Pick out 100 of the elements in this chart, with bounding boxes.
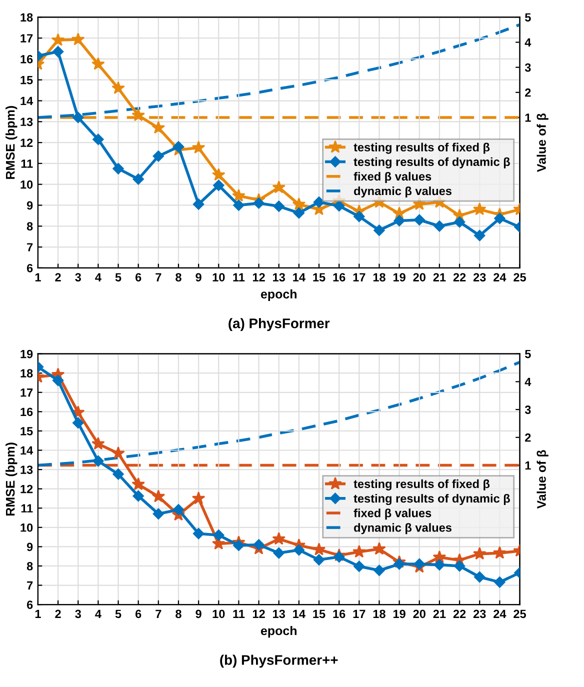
x-tick-label: 11 [233,273,245,282]
y-axis-title: RMSE (bpm) [6,442,18,516]
x-tick-label: 9 [196,610,202,618]
y2-tick-label: 2 [525,88,531,97]
y-tick-label: 8 [26,562,33,570]
legend-label: dynamic β values [354,186,452,198]
y-tick-label: 9 [26,542,33,552]
y2-axis-title: Value of β [536,450,548,509]
y2-tick-label: 4 [524,38,532,47]
x-tick-label: 6 [135,610,142,618]
x-tick-label: 2 [55,610,61,618]
x-tick-label: 12 [252,273,265,282]
y-tick-label: 10 [20,523,33,532]
x-tick-label: 16 [333,273,346,282]
x-tick-label: 17 [353,273,366,282]
x-tick-label: 23 [473,610,486,618]
legend-label: testing results of dynamic β [354,494,510,506]
x-tick-label: 15 [313,273,326,282]
x-tick-label: 22 [453,610,466,618]
x-tick-label: 4 [95,273,102,282]
text: (b) PhysFormer++ [220,654,338,668]
x-axis-title: epoch [260,289,296,302]
x-tick-label: 7 [156,610,162,618]
x-tick-label: 20 [413,610,426,618]
x-tick-label: 2 [55,273,61,282]
x-tick-label: 24 [494,273,506,282]
y-tick-label: 13 [20,118,33,126]
y2-tick-label: 5 [524,350,531,358]
x-tick-label: 1 [35,273,41,282]
x-tick-label: 13 [273,610,285,618]
y2-tick-label: 1 [525,114,531,122]
x-tick-label: 13 [273,273,285,282]
legend-label: fixed β values [354,508,432,520]
y-tick-label: 17 [20,388,33,397]
x-tick-label: 24 [494,610,506,618]
y-tick-label: 13 [20,466,33,474]
y-tick-label: 7 [27,243,33,252]
x-tick-label: 14 [293,610,306,618]
x-tick-label: 9 [196,273,202,282]
y-tick-label: 6 [26,600,33,609]
y-tick-label: 6 [26,264,33,272]
legend-label: testing results of fixed β [354,479,490,490]
x-tick-label: 11 [233,610,245,618]
x-tick-label: 5 [115,610,122,618]
x-tick-label: 3 [75,610,81,618]
x-tick-label: 8 [176,273,182,282]
x-tick-label: 8 [176,610,182,618]
y-tick-label: 12 [20,138,33,147]
y2-tick-label: 3 [524,63,531,72]
x-tick-label: 7 [156,273,162,282]
y-tick-label: 10 [20,180,33,189]
x-tick-label: 14 [293,273,306,282]
y-tick-label: 11 [21,160,33,168]
x-tick-label: 10 [212,610,225,618]
x-tick-label: 25 [514,273,526,282]
y-tick-label: 17 [20,34,33,42]
x-tick-label: 12 [252,610,265,618]
y-axis-title: RMSE (bpm) [6,106,18,179]
x-tick-label: 25 [514,610,526,618]
x-tick-label: 3 [75,273,81,282]
legend-label: testing results of fixed β [354,142,490,154]
x-tick-label: 4 [95,610,102,618]
y-tick-label: 12 [20,484,33,494]
x-tick-label: 18 [373,610,386,618]
x-tick-label: 18 [373,273,386,282]
y2-tick-label: 1 [525,461,531,470]
x-tick-label: 21 [433,610,446,618]
y-tick-label: 15 [20,76,33,84]
x-tick-label: 17 [353,610,366,618]
x-tick-label: 5 [115,273,122,282]
y-tick-label: 14 [20,96,34,106]
y-tick-label: 18 [20,13,33,22]
x-tick-label: 10 [212,273,225,282]
y-tick-label: 8 [26,222,33,231]
y-tick-label: 16 [20,55,33,64]
y-tick-label: 7 [27,581,33,590]
x-tick-label: 21 [433,273,446,282]
x-tick-label: 19 [393,273,406,282]
y2-tick-label: 3 [524,406,531,414]
y2-tick-label: 5 [524,13,531,22]
x-tick-label: 23 [473,273,486,282]
x-tick-label: 19 [393,610,406,618]
legend-label: testing results of dynamic β [354,157,510,168]
y-tick-label: 14 [20,446,34,455]
x-tick-label: 1 [35,610,41,618]
y-tick-label: 16 [20,408,33,416]
x-axis-title: epoch [260,626,296,638]
x-tick-label: 6 [135,273,142,282]
x-tick-label: 16 [333,610,346,618]
y-tick-label: 19 [20,350,33,358]
y2-tick-label: 4 [524,378,532,386]
legend-label: fixed β values [354,172,432,183]
y-tick-label: 15 [20,427,33,436]
y-tick-label: 9 [26,201,33,210]
text: (a) PhysFormer [228,318,330,332]
x-tick-label: 22 [453,273,466,282]
y2-tick-label: 2 [525,433,531,442]
y2-axis-title: Value of β [536,113,548,172]
legend-label: dynamic β values [354,523,452,534]
y-tick-label: 11 [21,504,33,512]
